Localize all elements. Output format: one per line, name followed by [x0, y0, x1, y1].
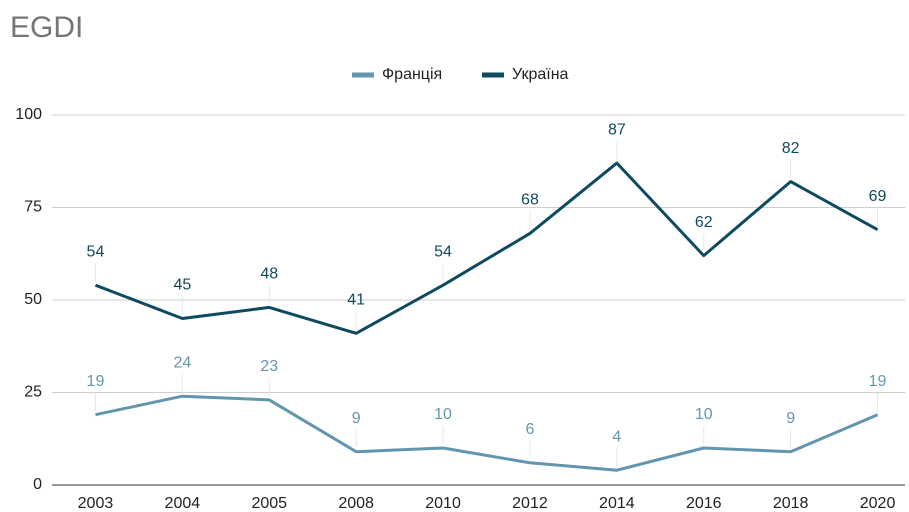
y-tick-label: 75	[24, 199, 42, 216]
data-label: 69	[869, 188, 887, 205]
data-label: 23	[260, 358, 278, 375]
data-label: 4	[612, 428, 621, 445]
data-label: 19	[869, 373, 887, 390]
legend-label: Франція	[382, 66, 442, 83]
data-label: 54	[434, 243, 452, 260]
x-tick-label: 2005	[251, 495, 287, 512]
x-tick-label: 2004	[165, 495, 201, 512]
data-label: 10	[695, 406, 713, 423]
y-tick-label: 25	[24, 384, 42, 401]
y-tick-label: 50	[24, 291, 42, 308]
data-label: 9	[786, 410, 795, 427]
data-label: 62	[695, 214, 713, 231]
data-label: 10	[434, 406, 452, 423]
data-label: 6	[525, 421, 534, 438]
data-label: 24	[173, 354, 191, 371]
line-series	[95, 394, 879, 472]
data-label: 82	[782, 140, 800, 157]
data-label: 48	[260, 266, 278, 283]
x-tick-label: 2008	[338, 495, 374, 512]
data-label: 54	[87, 243, 105, 260]
x-tick-label: 2012	[512, 495, 548, 512]
chart-title: EGDI	[10, 11, 83, 44]
data-label: 68	[521, 192, 539, 209]
x-tick-label: 2010	[425, 495, 461, 512]
x-tick-label: 2003	[78, 495, 114, 512]
x-tick-label: 2014	[599, 495, 635, 512]
data-label: 41	[347, 292, 365, 309]
data-label: 45	[173, 277, 191, 294]
data-label: 19	[87, 373, 105, 390]
x-tick-label: 2016	[686, 495, 722, 512]
x-tick-label: 2018	[773, 495, 809, 512]
x-tick-label: 2020	[860, 495, 896, 512]
y-tick-label: 100	[15, 106, 42, 123]
y-tick-label: 0	[33, 476, 42, 493]
data-label: 9	[352, 410, 361, 427]
legend-label: Україна	[512, 66, 569, 83]
line-series	[94, 161, 879, 335]
data-label: 87	[608, 121, 626, 138]
